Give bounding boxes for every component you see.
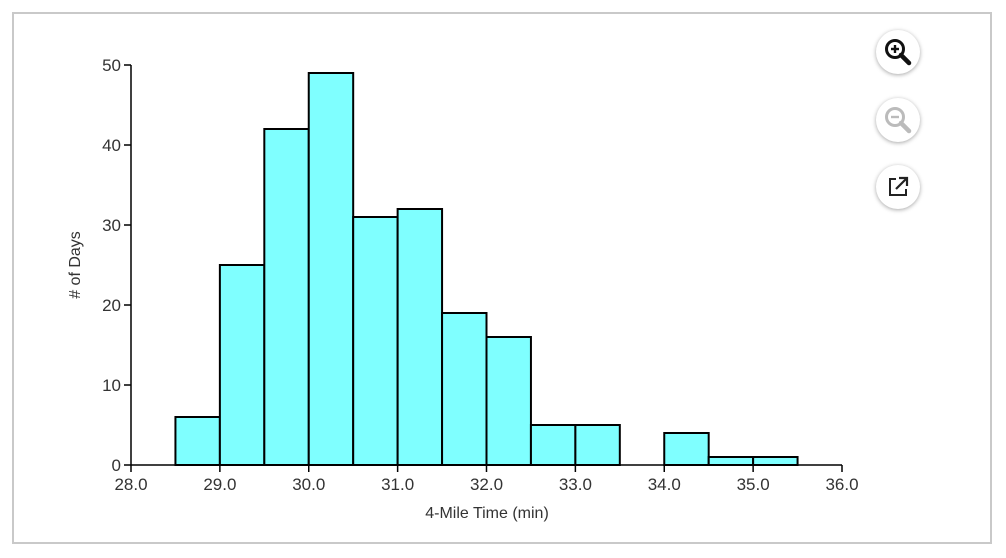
y-tick-label: 0 bbox=[112, 456, 121, 475]
zoom-out-icon bbox=[885, 107, 912, 134]
zoom-in-icon bbox=[885, 39, 912, 66]
histogram-bar bbox=[396, 208, 444, 466]
open-external-button[interactable] bbox=[876, 165, 920, 209]
y-tick-label: 10 bbox=[102, 376, 121, 395]
zoom-out-button[interactable] bbox=[876, 98, 920, 142]
y-tick-label: 50 bbox=[102, 56, 121, 75]
axes-group: 28.0 29.0 30.0 31.0 32.0 33.0 34.0 35.0 36.0 0 10 2… bbox=[102, 56, 858, 494]
histogram-bar bbox=[218, 264, 266, 466]
histogram-bar bbox=[574, 424, 621, 466]
x-tick-label: 31.0 bbox=[381, 475, 414, 494]
y-tick-label: 20 bbox=[102, 296, 121, 315]
zoom-in-button[interactable] bbox=[876, 30, 920, 74]
x-tick-label: 34.0 bbox=[648, 475, 681, 494]
histogram-bar bbox=[263, 128, 310, 466]
x-tick-label: 33.0 bbox=[559, 475, 592, 494]
histogram-bar bbox=[307, 72, 355, 466]
histogram-bar bbox=[529, 424, 577, 466]
histogram-bar bbox=[752, 456, 799, 466]
histogram-bar bbox=[707, 456, 755, 466]
histogram-bar bbox=[485, 336, 532, 466]
y-tick-label: 30 bbox=[102, 216, 121, 235]
y-tick-label: 40 bbox=[102, 136, 121, 155]
x-tick-label: 29.0 bbox=[203, 475, 236, 494]
bars-group bbox=[174, 72, 799, 466]
x-tick-label: 35.0 bbox=[737, 475, 770, 494]
x-tick-label: 32.0 bbox=[470, 475, 503, 494]
histogram-bar bbox=[174, 416, 221, 466]
x-tick-label: 28.0 bbox=[114, 475, 147, 494]
histogram-bar bbox=[441, 312, 488, 466]
histogram-bar bbox=[352, 216, 399, 466]
y-axis-title: # of Days bbox=[67, 231, 84, 299]
x-tick-label: 36.0 bbox=[825, 475, 858, 494]
x-axis-title: 4-Mile Time (min) bbox=[425, 505, 549, 522]
x-tick-label: 30.0 bbox=[292, 475, 325, 494]
histogram-bar bbox=[663, 432, 710, 466]
open-external-icon bbox=[889, 176, 909, 196]
